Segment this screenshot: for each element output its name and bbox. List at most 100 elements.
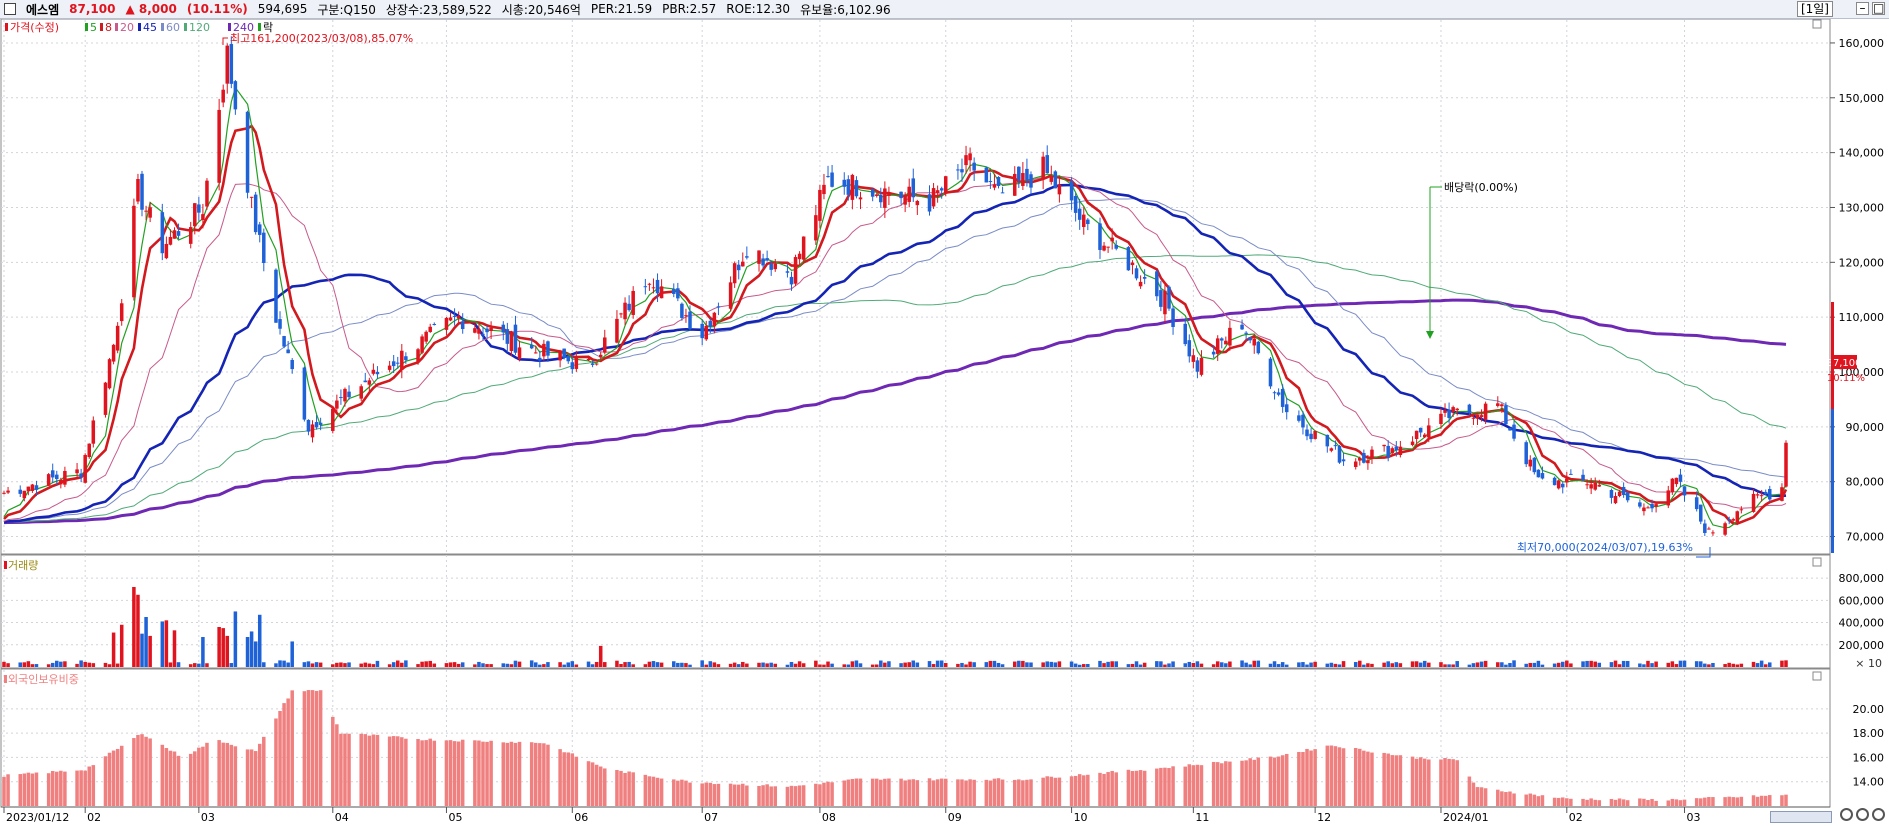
foreign-bar [1670, 798, 1675, 806]
candle-body [931, 188, 936, 207]
foreign-bar [359, 733, 363, 806]
candle-body [79, 473, 83, 478]
candle-body [1386, 445, 1390, 458]
candle-body [1447, 409, 1451, 418]
foreign-bar [513, 742, 518, 806]
scroll-bar[interactable] [1770, 811, 1832, 823]
period-button[interactable]: [1일] [1796, 1, 1833, 17]
candle-body [1703, 523, 1707, 533]
volume-bar [566, 662, 570, 667]
zoom-out-icon[interactable] [1840, 808, 1853, 821]
volume-bar [1504, 664, 1508, 667]
foreign-bar [1211, 761, 1216, 806]
category: 구분:Q150 [317, 2, 376, 17]
candle-body [822, 184, 826, 195]
volume-bar [1451, 664, 1455, 667]
volume-bar [59, 661, 63, 667]
volume-bar [30, 664, 35, 667]
current-price: 87,100 [69, 2, 116, 16]
candle-body [1528, 459, 1533, 467]
candle-body [1102, 245, 1106, 251]
candle-body [144, 210, 148, 212]
panel-close-icon[interactable] [1812, 557, 1822, 567]
volume-bar [1313, 661, 1317, 667]
foreign-bar [704, 782, 709, 806]
foreign-bar [1496, 789, 1500, 806]
foreign-bar [367, 735, 372, 806]
foreign-bar [1711, 797, 1715, 806]
volume-bar [1784, 660, 1788, 667]
candle-body [996, 176, 1001, 186]
candle-body [830, 172, 834, 187]
foreign-bar [765, 784, 769, 806]
maximize-icon[interactable]: □ [1872, 1, 1885, 15]
foreign-bar [452, 741, 457, 806]
minimize-icon[interactable]: – [1856, 2, 1869, 15]
volume-bar [732, 662, 737, 667]
foreign-bar [598, 766, 603, 806]
volume-bar [347, 662, 351, 667]
foreign-bar [1780, 795, 1784, 806]
volume-bar [1500, 662, 1504, 667]
volume-bar [1272, 661, 1277, 667]
foreign-bar [1110, 770, 1114, 806]
foreign-bar [1638, 798, 1642, 806]
price-change-pct: (10.11%) [186, 2, 248, 16]
candle-body [1224, 340, 1228, 345]
panel-close-icon[interactable] [1812, 19, 1822, 29]
checkbox[interactable] [4, 3, 16, 15]
candle-body [1183, 323, 1187, 345]
volume-bar [501, 663, 506, 667]
foreign-bar [1195, 764, 1200, 806]
volume-bar [111, 632, 116, 667]
candle-body [343, 388, 347, 402]
foreign-bar [1654, 800, 1658, 806]
foreign-bar [818, 784, 822, 806]
foreign-bar [538, 743, 542, 806]
candle-body [1012, 173, 1017, 196]
foreign-bar [1358, 748, 1362, 806]
candle-body [1215, 338, 1220, 354]
candle-body [1698, 504, 1703, 522]
candle-body [1552, 477, 1557, 486]
foreign-bar [363, 734, 368, 806]
volume-bar [505, 663, 510, 667]
candle-body [1280, 388, 1285, 407]
candle-body [217, 109, 221, 183]
foreign-bar [1000, 779, 1005, 806]
volume-bar [1759, 660, 1764, 667]
price-change: ▲ 8,000 [125, 2, 177, 16]
volume-bar [1410, 661, 1415, 667]
foreign-bar [229, 744, 234, 806]
foreign-bar [684, 780, 688, 806]
volume-tick-label: 200,000 [1839, 639, 1885, 652]
stock-chart[interactable]: 160,000 150,000 140,000 130,000 120,000 110,0… [0, 19, 1889, 825]
volume-bar [623, 662, 627, 667]
volume-bar [22, 662, 27, 667]
volume-bar [988, 660, 993, 667]
ma45-line [3, 183, 1787, 524]
foreign-bar [193, 751, 197, 806]
volume-bar [1427, 662, 1431, 667]
foreign-bar [343, 733, 347, 806]
candle-body [1313, 430, 1317, 439]
candle-body [432, 324, 437, 326]
foreign-bar [249, 749, 254, 806]
volume-bar [562, 664, 566, 667]
x-tick-label: 09 [948, 811, 962, 824]
candle-body [1479, 415, 1484, 418]
candle-body [789, 276, 794, 285]
candle-body [1711, 532, 1715, 534]
candle-body [984, 167, 989, 183]
foreign-bar [1621, 799, 1626, 806]
volume-bar [1422, 660, 1427, 667]
volume-bar [1479, 661, 1484, 667]
current-pct-tag: 10.11% [1827, 373, 1865, 384]
zoom-reset-icon[interactable] [1856, 808, 1869, 821]
candle-body [363, 380, 368, 383]
foreign-bar [1081, 775, 1086, 806]
panel-close-icon[interactable] [1812, 671, 1822, 681]
zoom-in-icon[interactable] [1872, 808, 1885, 821]
foreign-bar [1751, 795, 1756, 806]
foreign-bar [1077, 774, 1082, 806]
